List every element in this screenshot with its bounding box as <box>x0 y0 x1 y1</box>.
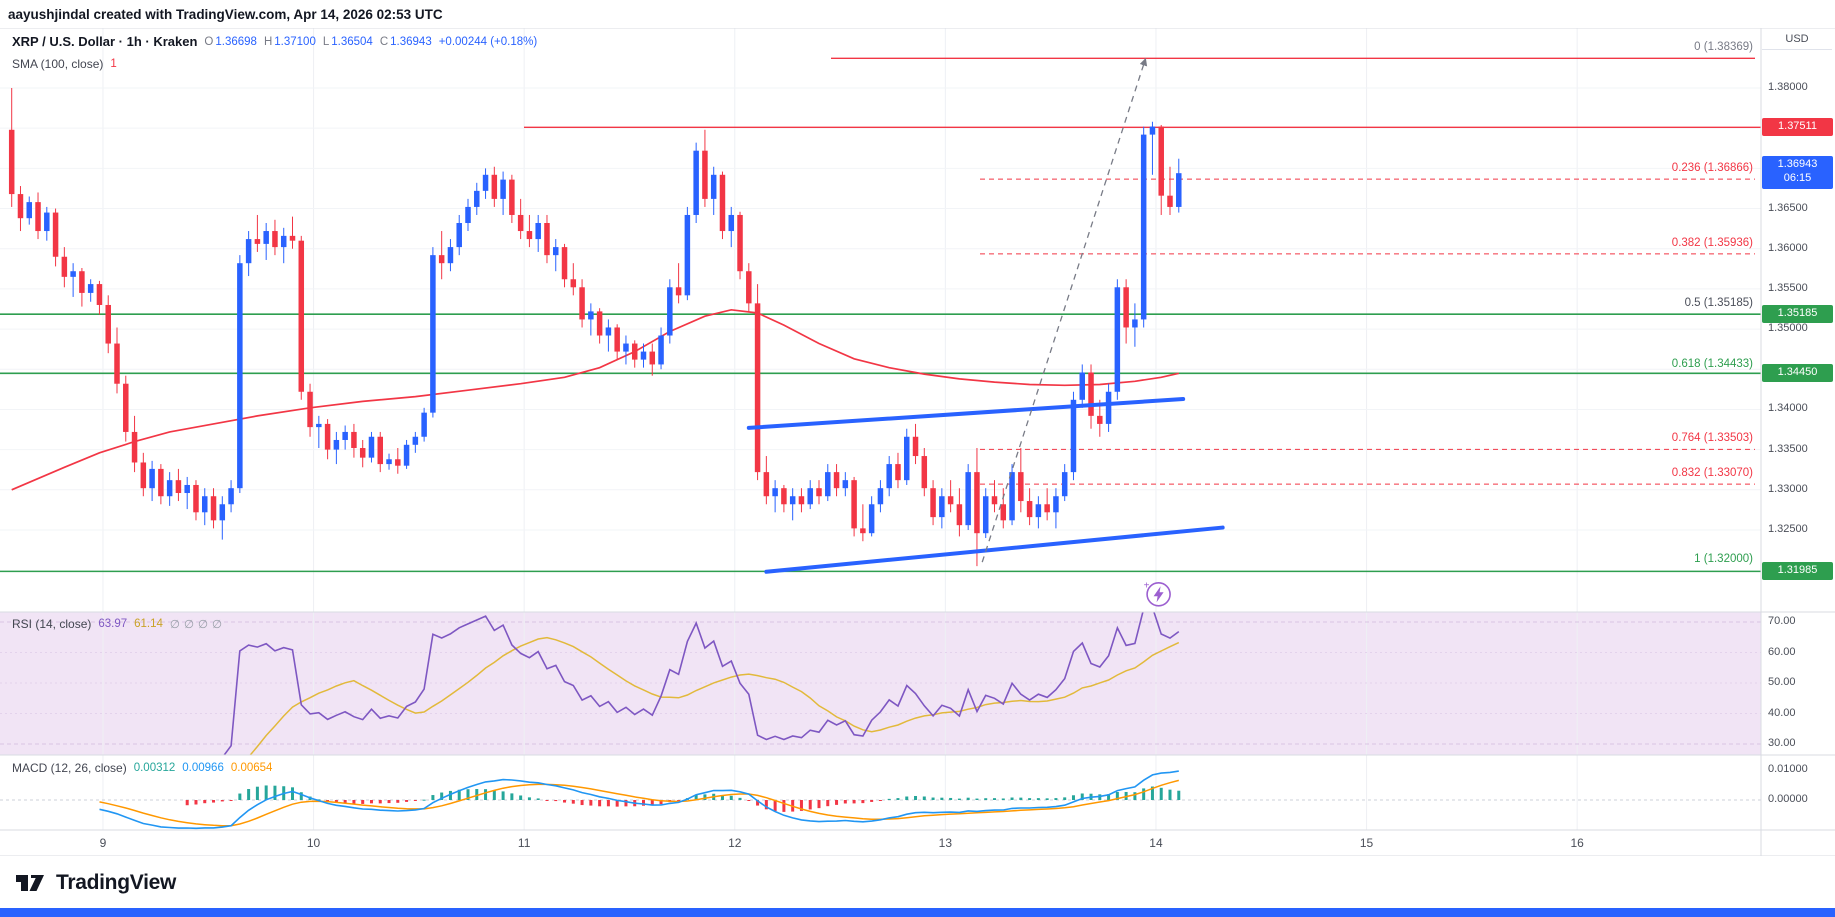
attribution-bar: aayushjindal created with TradingView.co… <box>0 0 1835 28</box>
high-label: H <box>263 35 273 48</box>
sma-100-line[interactable] <box>11 308 1179 491</box>
macd-signal-line[interactable] <box>99 779 1179 827</box>
rsi-legend-row[interactable]: RSI (14, close) 63.97 61.14 ∅∅∅∅ <box>12 617 226 631</box>
rsi-value: 63.97 <box>98 618 128 630</box>
candlestick-series <box>8 88 1182 567</box>
rsi-hidden-plot-icon[interactable]: ∅ <box>197 619 213 631</box>
sma-label[interactable]: SMA (100, close) <box>12 57 104 71</box>
trend-line[interactable] <box>764 525 1225 574</box>
close-label: C <box>379 35 389 48</box>
tradingview-logo-text[interactable]: TradingView <box>56 870 177 894</box>
trend-line[interactable] <box>746 396 1186 430</box>
macd-line[interactable] <box>99 770 1179 830</box>
price-axis-currency: USD <box>1762 30 1832 50</box>
close-value: 1.36943 <box>390 35 432 48</box>
low-label: L <box>322 35 330 48</box>
rsi-hidden-plot-icon[interactable]: ∅ <box>183 619 198 631</box>
macd-hist-value: 0.00312 <box>133 762 176 774</box>
open-value: 1.36698 <box>215 35 257 48</box>
low-value: 1.36504 <box>331 35 373 48</box>
macd-signal-value: 0.00654 <box>230 762 273 774</box>
macd-line-value: 0.00966 <box>182 762 224 774</box>
macd-legend-row[interactable]: MACD (12, 26, close) 0.00312 0.00966 0.0… <box>12 761 272 775</box>
flash-icon[interactable]: + <box>1144 580 1171 607</box>
rsi-hidden-plot-icon[interactable]: ∅ <box>169 619 184 631</box>
rsi-ma-line[interactable] <box>249 636 1180 757</box>
change-value: +0.00244 (+0.18%) <box>438 35 538 48</box>
rsi-label[interactable]: RSI (14, close) <box>12 617 92 631</box>
sma-legend-row[interactable]: SMA (100, close) 1 <box>12 57 117 71</box>
branding-footer: TradingView <box>0 856 1835 909</box>
trend-arrow[interactable] <box>981 57 1148 563</box>
svg-text:+: + <box>1144 580 1150 591</box>
symbol-title[interactable]: XRP / U.S. Dollar · 1h · Kraken <box>12 34 198 49</box>
rsi-hidden-plot-icon[interactable]: ∅ <box>212 619 227 631</box>
high-value: 1.37100 <box>274 35 316 48</box>
price-axis[interactable] <box>1761 28 1835 856</box>
symbol-legend-row[interactable]: XRP / U.S. Dollar · 1h · Kraken O 1.36698… <box>12 34 537 49</box>
rsi-ma-value: 61.14 <box>134 618 163 630</box>
macd-label[interactable]: MACD (12, 26, close) <box>12 761 127 775</box>
attribution-text: aayushjindal created with TradingView.co… <box>8 6 443 22</box>
footer-accent-bar <box>0 908 1835 917</box>
rsi-line[interactable] <box>135 608 1180 798</box>
sma-value: 1 <box>110 58 117 70</box>
tradingview-logo-icon[interactable] <box>14 871 48 895</box>
open-label: O <box>204 35 214 48</box>
time-axis[interactable] <box>0 830 1761 856</box>
